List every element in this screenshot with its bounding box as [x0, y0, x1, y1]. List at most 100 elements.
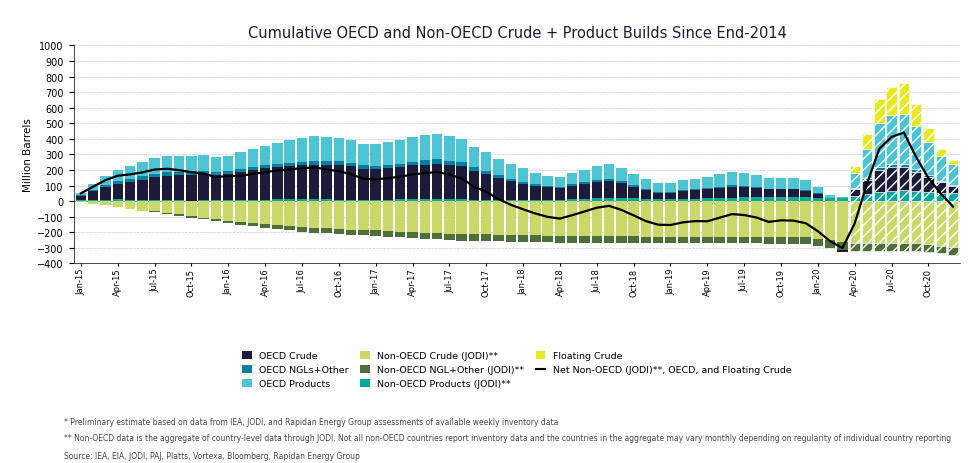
Bar — [923, 176, 934, 178]
Bar — [567, 200, 577, 202]
Bar — [899, 84, 909, 115]
Bar — [419, 161, 430, 165]
Bar — [457, 202, 466, 234]
Bar — [874, 202, 885, 244]
Bar — [752, 237, 761, 244]
Bar — [432, 164, 442, 200]
Bar — [923, 128, 934, 142]
Bar — [579, 185, 590, 200]
Bar — [690, 202, 701, 237]
Bar — [346, 163, 357, 167]
Bar — [763, 179, 774, 189]
Bar — [506, 200, 516, 202]
Bar — [223, 201, 233, 202]
Bar — [739, 186, 750, 188]
Bar — [677, 192, 688, 199]
Bar — [752, 176, 761, 188]
Bar — [284, 227, 295, 231]
Bar — [788, 198, 799, 202]
Bar — [653, 202, 663, 237]
Bar — [861, 195, 872, 202]
Bar — [358, 202, 368, 231]
Bar — [444, 234, 455, 241]
Bar — [665, 200, 676, 202]
Bar — [752, 189, 761, 198]
Bar — [874, 124, 885, 168]
Bar — [690, 191, 701, 199]
Bar — [358, 231, 368, 236]
Bar — [702, 202, 712, 237]
Bar — [408, 166, 417, 200]
Bar — [776, 202, 786, 238]
Bar — [113, 202, 122, 207]
Bar — [75, 196, 86, 201]
Bar — [543, 236, 553, 243]
Bar — [309, 228, 319, 233]
Bar — [874, 100, 885, 124]
Bar — [899, 115, 909, 164]
Bar — [543, 188, 553, 200]
Bar — [149, 159, 160, 175]
Bar — [297, 138, 307, 163]
Bar — [408, 200, 417, 202]
Bar — [936, 202, 946, 246]
Bar — [186, 201, 197, 202]
Bar — [530, 200, 541, 202]
Bar — [555, 187, 565, 188]
Bar — [284, 167, 295, 200]
Bar — [199, 175, 209, 201]
Bar — [911, 172, 921, 192]
Bar — [763, 202, 774, 238]
Bar — [383, 169, 393, 200]
Bar — [948, 202, 958, 248]
Bar — [739, 237, 750, 244]
Bar — [248, 171, 258, 200]
Bar — [162, 156, 172, 173]
Bar — [911, 202, 921, 244]
Bar — [763, 238, 774, 244]
Bar — [727, 187, 737, 198]
Bar — [162, 176, 172, 200]
Bar — [886, 164, 897, 168]
Bar — [850, 189, 860, 197]
Bar — [419, 200, 430, 202]
Bar — [395, 202, 406, 232]
Bar — [517, 200, 528, 202]
Bar — [481, 171, 491, 175]
Bar — [517, 184, 528, 200]
Bar — [260, 146, 270, 166]
Bar — [616, 202, 626, 237]
Bar — [641, 180, 651, 190]
Bar — [739, 198, 750, 202]
Bar — [124, 202, 135, 209]
Bar — [321, 202, 332, 229]
Bar — [812, 198, 823, 202]
Bar — [162, 213, 172, 214]
Bar — [923, 244, 934, 252]
Bar — [714, 237, 725, 244]
Bar — [543, 202, 553, 236]
Bar — [702, 190, 712, 199]
Bar — [235, 201, 246, 202]
Bar — [555, 188, 565, 200]
Bar — [850, 174, 860, 188]
Bar — [567, 202, 577, 237]
Bar — [408, 202, 417, 232]
Bar — [358, 169, 368, 200]
Bar — [149, 200, 160, 202]
Bar — [113, 171, 122, 181]
Bar — [75, 195, 86, 196]
Bar — [506, 202, 516, 236]
Bar — [100, 177, 111, 185]
Bar — [88, 185, 98, 190]
Bar — [727, 237, 737, 244]
Bar — [923, 178, 934, 193]
Bar — [616, 182, 626, 184]
Bar — [936, 183, 946, 193]
Bar — [948, 185, 958, 186]
Bar — [432, 202, 442, 234]
Bar — [592, 182, 602, 199]
Bar — [419, 202, 430, 233]
Bar — [248, 168, 258, 171]
Bar — [911, 105, 921, 127]
